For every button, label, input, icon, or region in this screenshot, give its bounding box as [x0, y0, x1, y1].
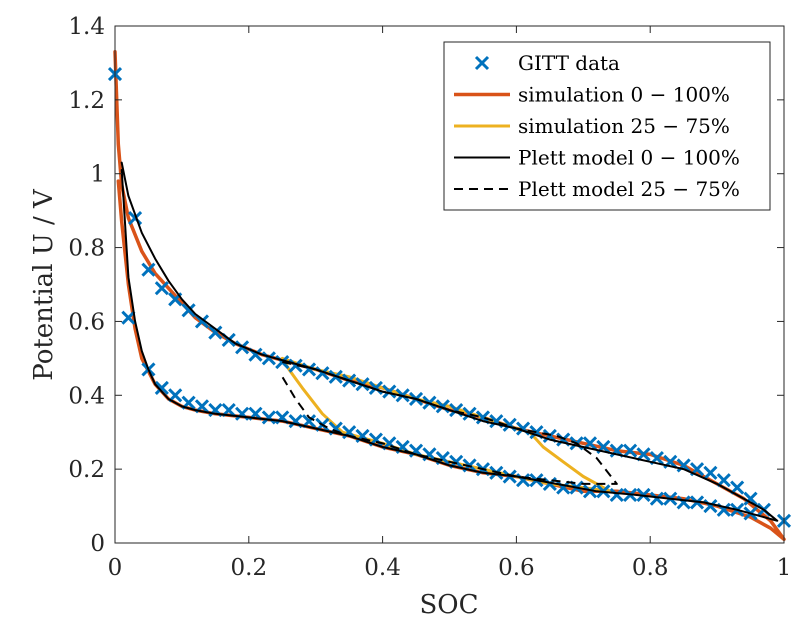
gitt-data-point — [649, 491, 664, 506]
plett-model-0-100-line — [120, 161, 779, 522]
plett-model-25-75-line — [281, 361, 618, 485]
gitt-data-point — [168, 388, 183, 403]
gitt-data-point — [582, 484, 598, 499]
gitt-data-point — [208, 325, 223, 340]
legend-label-gitt-data: GITT data — [518, 51, 620, 75]
gitt-data-point — [435, 399, 450, 414]
gitt-data-point — [609, 487, 624, 503]
gitt-data-point — [261, 410, 276, 425]
y-tick-label: 0.2 — [68, 457, 105, 483]
x-tick-label: 1 — [777, 555, 792, 581]
x-tick-label: 0.2 — [231, 555, 268, 581]
gitt-data-point — [743, 491, 758, 506]
gitt-data-point — [716, 473, 731, 488]
y-tick-label: 0.6 — [68, 309, 105, 335]
gitt-data-point — [181, 303, 196, 318]
gitt-data-point — [194, 314, 210, 329]
legend: GITT data simulation 0 − 100% simulation 2… — [443, 41, 771, 211]
y-tick-label: 1.2 — [68, 88, 105, 114]
y-tick-label: 0.8 — [68, 236, 105, 262]
gitt-data-point — [154, 380, 169, 395]
x-axis-label: SOC — [419, 590, 478, 620]
axes-box — [114, 25, 785, 544]
gitt-data-point — [315, 366, 330, 381]
y-tick-label: 1 — [90, 162, 105, 188]
gitt-data-point — [382, 384, 397, 399]
gitt-data-point — [261, 351, 276, 366]
series-plett-model-0-100 — [120, 161, 779, 522]
gitt-data-point — [703, 465, 718, 480]
legend-swatch-gitt-data — [474, 55, 490, 71]
series-plett-model-25-75 — [281, 361, 618, 485]
gitt-data-point — [141, 262, 156, 277]
gitt-data-point — [128, 210, 143, 226]
gitt-data-point — [676, 495, 691, 510]
gitt-data-point — [154, 281, 169, 296]
x-tick-label: 0.4 — [364, 555, 401, 581]
legend-label-plett-model-25-75: Plett model 25 − 75% — [518, 177, 740, 201]
gitt-data-point — [121, 310, 136, 325]
x-tick-label: 0.6 — [498, 555, 535, 581]
gitt-data-point — [676, 458, 691, 473]
legend-label-simulation-0-100: simulation 0 − 100% — [518, 83, 730, 107]
gitt-data-point — [275, 354, 290, 370]
x-tick-label: 0 — [108, 555, 123, 581]
gitt-data-point — [730, 480, 745, 495]
y-axis-label: Potential U / V — [29, 188, 59, 381]
gitt-data-point — [636, 447, 651, 462]
legend-label-plett-model-0-100: Plett model 0 − 100% — [518, 146, 740, 170]
gitt-data-point — [623, 443, 638, 458]
y-tick-label: 0 — [90, 531, 105, 557]
x-tick-label: 0.8 — [632, 555, 669, 581]
y-tick-label: 0.4 — [68, 383, 105, 409]
gitt-data-point — [368, 380, 383, 395]
y-tick-label: 1.4 — [68, 14, 105, 40]
legend-label-simulation-25-75: simulation 25 − 75% — [518, 114, 730, 138]
